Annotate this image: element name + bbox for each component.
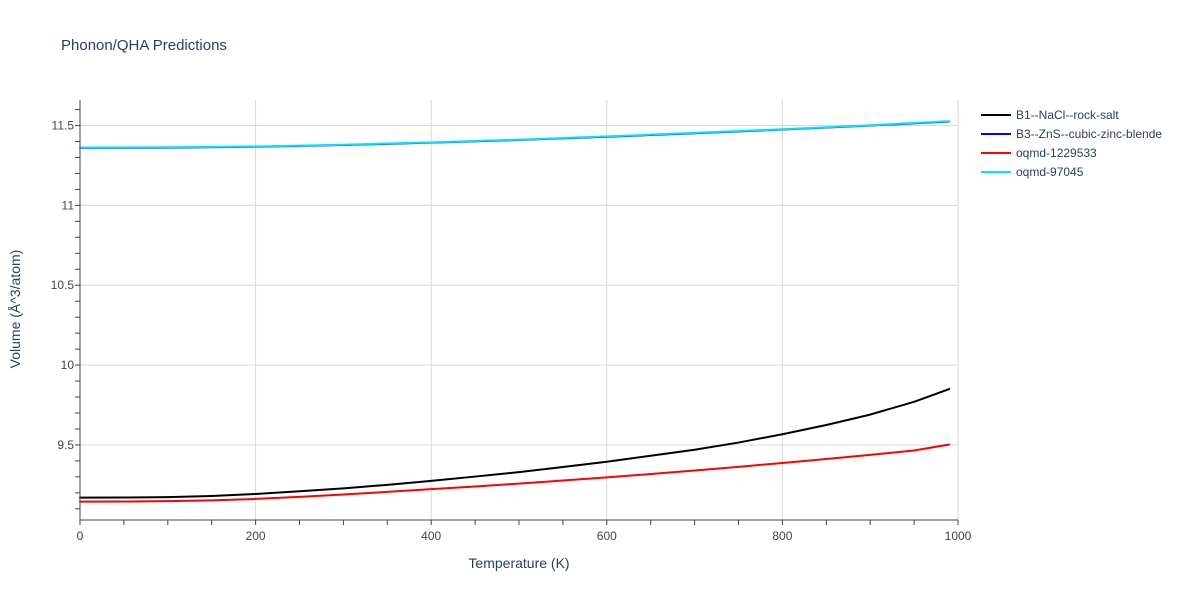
y-tick-label: 11.5 [52, 119, 75, 133]
x-axis-title: Temperature (K) [468, 555, 569, 571]
series-layer [79, 120, 951, 503]
x-tick-label: 800 [772, 529, 792, 543]
axes-layer: 0 200 400 600 800 1000 9.5 10 10.5 11 11.5 [51, 100, 972, 543]
legend-label: oqmd-97045 [1016, 165, 1084, 179]
legend-label: B3--ZnS--cubic-zinc-blende [1016, 127, 1162, 141]
series-line-oqmd-1229533 [79, 443, 951, 503]
x-tick-label: 1000 [945, 529, 972, 543]
x-tick-label: 600 [597, 529, 617, 543]
x-tick-label: 0 [77, 529, 84, 543]
legend-label: B1--NaCl--rock-salt [1016, 108, 1119, 122]
y-tick-label: 11 [62, 198, 75, 212]
y-tick-label: 10.5 [51, 278, 75, 292]
legend: B1--NaCl--rock-salt B3--ZnS--cubic-zinc-b… [981, 108, 1162, 179]
y-tick-label: 9.5 [57, 438, 74, 452]
x-tick-label: 200 [246, 529, 266, 543]
series-line-oqmd-97045 [79, 120, 951, 149]
grid-layer [80, 100, 959, 520]
legend-item: oqmd-97045 [981, 165, 1084, 179]
y-axis-title: Volume (Å^3/atom) [7, 250, 23, 369]
y-tick-label: 10 [61, 358, 75, 372]
legend-label: oqmd-1229533 [1016, 146, 1097, 160]
chart-title: Phonon/QHA Predictions [61, 37, 227, 54]
x-tick-label: 400 [421, 529, 441, 543]
legend-item: B1--NaCl--rock-salt [981, 108, 1119, 122]
legend-item: oqmd-1229533 [981, 146, 1097, 160]
legend-item: B3--ZnS--cubic-zinc-blende [981, 127, 1162, 141]
series-line-b1-nacl-rock-salt [79, 388, 951, 499]
